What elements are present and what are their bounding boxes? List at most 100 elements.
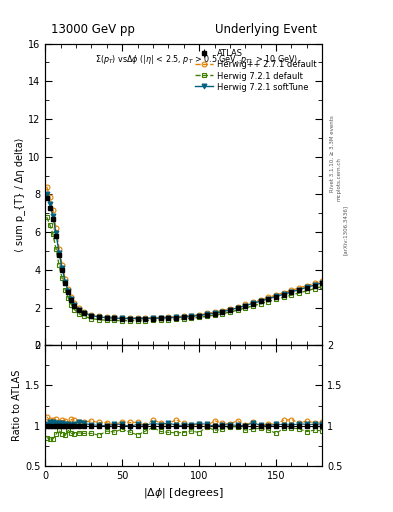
Herwig++ 2.7.1 default xyxy=(48,194,52,200)
Herwig++ 2.7.1 default xyxy=(305,283,309,289)
Herwig 7.2.1 default xyxy=(297,290,301,296)
Herwig 7.2.1 softTune xyxy=(197,312,202,318)
Herwig 7.2.1 default xyxy=(235,307,240,313)
Text: 13000 GeV pp: 13000 GeV pp xyxy=(51,23,135,36)
Herwig++ 2.7.1 default xyxy=(251,299,255,305)
Herwig 7.2.1 softTune xyxy=(97,314,101,320)
Herwig++ 2.7.1 default xyxy=(174,314,178,320)
Herwig 7.2.1 softTune xyxy=(289,289,294,295)
Herwig 7.2.1 default xyxy=(204,313,209,319)
Herwig++ 2.7.1 default xyxy=(166,314,171,320)
Herwig++ 2.7.1 default xyxy=(289,287,294,293)
Herwig++ 2.7.1 default xyxy=(127,315,132,321)
Herwig 7.2.1 default xyxy=(320,284,325,290)
Herwig 7.2.1 default xyxy=(143,317,148,324)
Herwig 7.2.1 softTune xyxy=(204,311,209,317)
Herwig++ 2.7.1 default xyxy=(51,207,55,213)
Herwig 7.2.1 softTune xyxy=(66,288,71,294)
Herwig 7.2.1 softTune xyxy=(69,296,74,302)
Herwig 7.2.1 default xyxy=(197,314,202,321)
Herwig++ 2.7.1 default xyxy=(44,183,49,189)
Herwig++ 2.7.1 default xyxy=(158,314,163,321)
Herwig++ 2.7.1 default xyxy=(312,280,317,286)
Herwig 7.2.1 softTune xyxy=(120,315,125,322)
Herwig++ 2.7.1 default xyxy=(66,286,71,292)
Herwig 7.2.1 softTune xyxy=(274,293,278,300)
Text: Rivet 3.1.10, ≥ 3.3M events: Rivet 3.1.10, ≥ 3.3M events xyxy=(329,115,334,192)
Herwig++ 2.7.1 default xyxy=(135,315,140,321)
Herwig 7.2.1 default xyxy=(105,317,109,323)
Herwig++ 2.7.1 default xyxy=(151,315,155,321)
Herwig 7.2.1 default xyxy=(189,315,194,322)
Herwig 7.2.1 default xyxy=(281,294,286,301)
Herwig++ 2.7.1 default xyxy=(197,312,202,318)
Herwig 7.2.1 default xyxy=(66,295,71,301)
Herwig 7.2.1 softTune xyxy=(258,298,263,304)
Text: [arXiv:1306.3436]: [arXiv:1306.3436] xyxy=(343,205,348,255)
Herwig 7.2.1 softTune xyxy=(251,300,255,306)
Herwig++ 2.7.1 default xyxy=(72,301,77,307)
Herwig 7.2.1 softTune xyxy=(320,280,325,286)
Herwig++ 2.7.1 default xyxy=(281,290,286,296)
Herwig 7.2.1 default xyxy=(220,311,224,317)
Herwig 7.2.1 default xyxy=(243,305,248,311)
Herwig 7.2.1 default xyxy=(89,315,94,322)
Herwig 7.2.1 default xyxy=(60,275,64,281)
Herwig 7.2.1 default xyxy=(212,312,217,318)
Herwig 7.2.1 softTune xyxy=(48,201,52,207)
Herwig++ 2.7.1 default xyxy=(112,314,117,321)
Herwig 7.2.1 default xyxy=(63,287,68,293)
Herwig 7.2.1 default xyxy=(120,317,125,324)
Herwig++ 2.7.1 default xyxy=(320,278,325,284)
Herwig 7.2.1 default xyxy=(166,316,171,323)
Herwig 7.2.1 softTune xyxy=(182,314,186,320)
Herwig 7.2.1 default xyxy=(266,298,271,305)
Herwig 7.2.1 default xyxy=(258,301,263,307)
Herwig 7.2.1 softTune xyxy=(297,287,301,293)
Herwig 7.2.1 softTune xyxy=(57,249,61,255)
Herwig 7.2.1 default xyxy=(51,231,55,237)
Herwig 7.2.1 default xyxy=(57,262,61,268)
Herwig++ 2.7.1 default xyxy=(77,305,81,311)
Herwig++ 2.7.1 default xyxy=(53,225,58,231)
Herwig 7.2.1 softTune xyxy=(72,302,77,308)
Herwig++ 2.7.1 default xyxy=(220,308,224,314)
Herwig 7.2.1 default xyxy=(77,311,81,317)
Herwig 7.2.1 softTune xyxy=(266,296,271,302)
Herwig 7.2.1 softTune xyxy=(51,212,55,219)
Herwig 7.2.1 default xyxy=(228,309,232,315)
Y-axis label: ⟨ sum p_{T} / Δη delta⟩: ⟨ sum p_{T} / Δη delta⟩ xyxy=(14,137,25,251)
Text: Underlying Event: Underlying Event xyxy=(215,23,317,36)
Herwig 7.2.1 softTune xyxy=(220,309,224,315)
Herwig++ 2.7.1 default xyxy=(89,311,94,317)
Herwig++ 2.7.1 default xyxy=(60,262,64,268)
Herwig 7.2.1 softTune xyxy=(81,310,86,316)
Herwig 7.2.1 default xyxy=(151,317,155,324)
Herwig 7.2.1 softTune xyxy=(243,303,248,309)
Herwig 7.2.1 softTune xyxy=(135,315,140,322)
Herwig 7.2.1 softTune xyxy=(60,265,64,271)
Herwig 7.2.1 softTune xyxy=(174,314,178,321)
Herwig++ 2.7.1 default xyxy=(69,294,74,301)
Herwig++ 2.7.1 default xyxy=(182,313,186,319)
Herwig++ 2.7.1 default xyxy=(120,314,125,321)
Herwig 7.2.1 default xyxy=(135,317,140,324)
Herwig 7.2.1 softTune xyxy=(112,315,117,321)
Herwig 7.2.1 default xyxy=(158,317,163,323)
Text: mcplots.cern.ch: mcplots.cern.ch xyxy=(336,157,341,201)
Herwig 7.2.1 softTune xyxy=(235,305,240,311)
Herwig 7.2.1 softTune xyxy=(127,315,132,322)
Herwig++ 2.7.1 default xyxy=(63,276,68,282)
Herwig 7.2.1 default xyxy=(48,222,52,228)
Herwig++ 2.7.1 default xyxy=(189,313,194,319)
Herwig 7.2.1 default xyxy=(53,246,58,252)
Herwig 7.2.1 softTune xyxy=(77,307,81,313)
Herwig 7.2.1 default xyxy=(69,302,74,308)
Herwig 7.2.1 softTune xyxy=(281,291,286,297)
Herwig 7.2.1 default xyxy=(289,292,294,298)
Herwig 7.2.1 softTune xyxy=(158,315,163,321)
Herwig++ 2.7.1 default xyxy=(235,304,240,310)
Herwig++ 2.7.1 default xyxy=(204,310,209,316)
Herwig++ 2.7.1 default xyxy=(81,308,86,314)
Herwig 7.2.1 softTune xyxy=(44,191,49,197)
